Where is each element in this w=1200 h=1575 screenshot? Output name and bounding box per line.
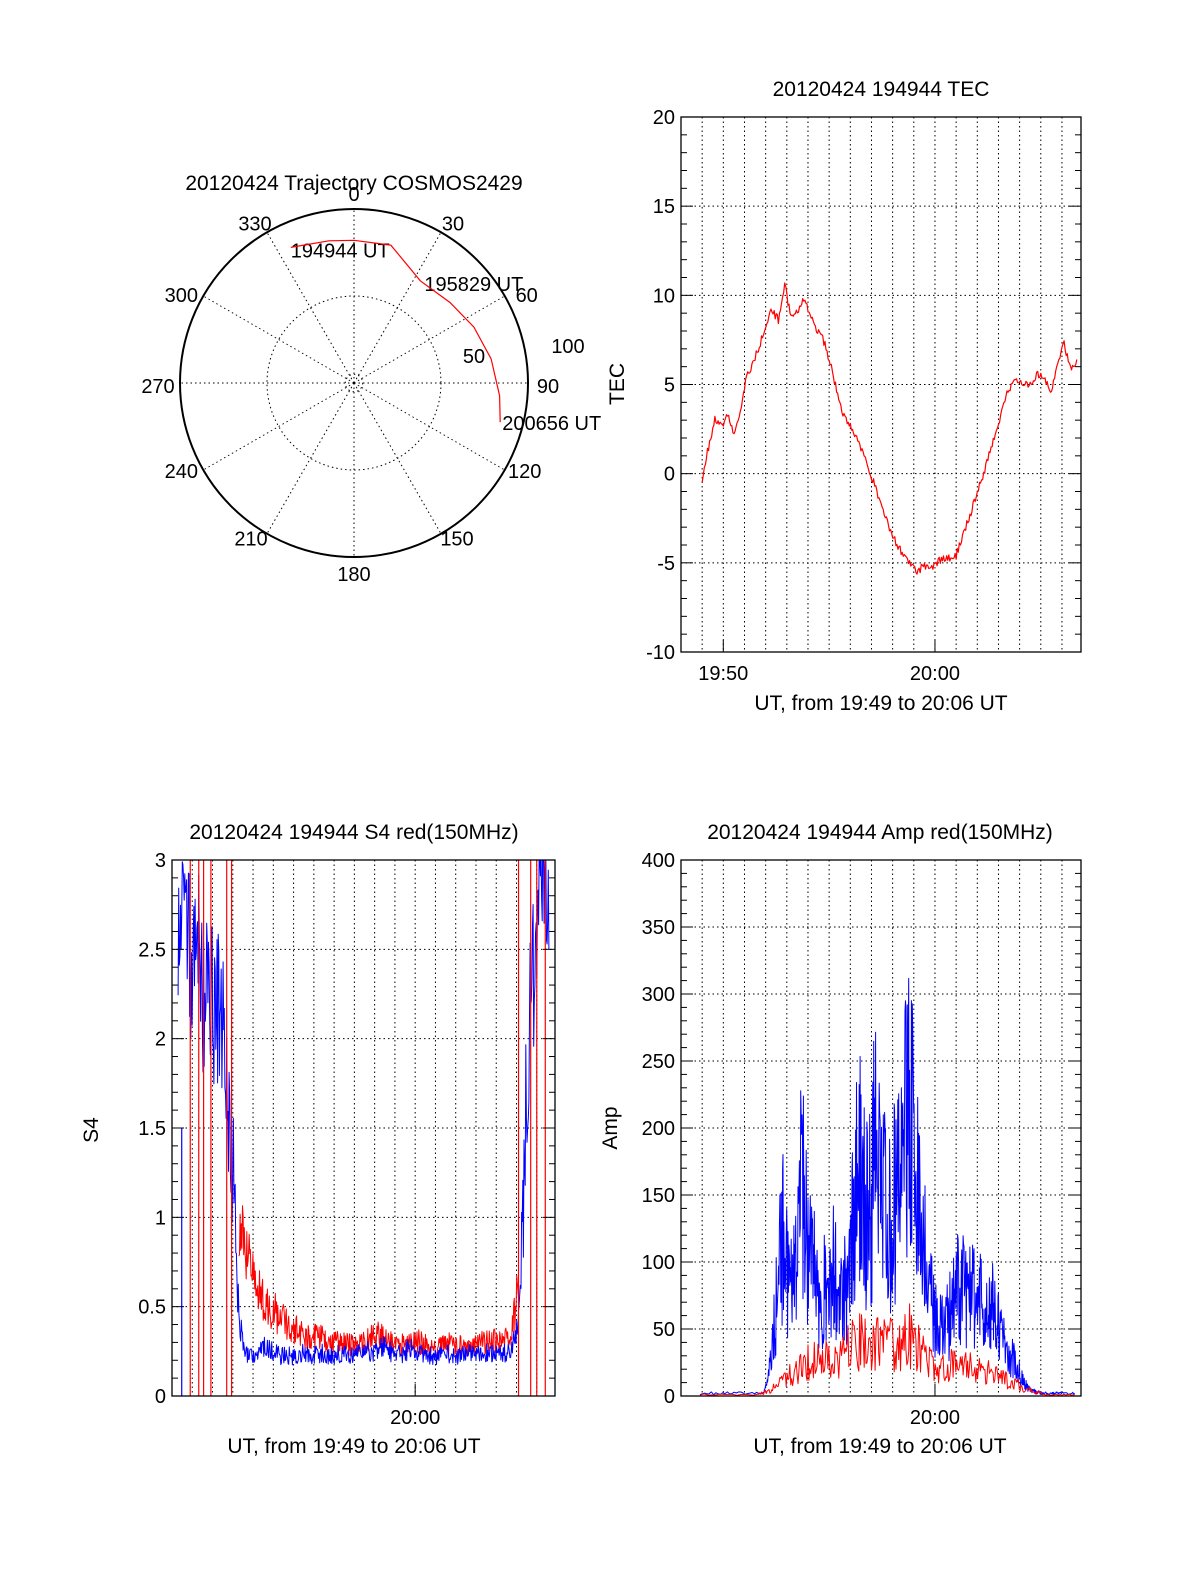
polar-azimuth-label-30: 30: [442, 213, 464, 235]
amp-ytick-label: 300: [642, 984, 675, 1006]
amp-line-chart: 20120424 194944 Amp red(150MHz) 0 50 100 15…: [599, 821, 1082, 1458]
s4-ytick-label: 2: [155, 1029, 166, 1051]
amp-ytick-label: 400: [642, 850, 675, 872]
amp-ytick-label: 150: [642, 1185, 675, 1207]
polar-azimuth-label-120: 120: [508, 461, 541, 483]
polar-spoke-60: [353, 295, 505, 384]
trajectory-point-label-0: 194944 UT: [291, 240, 390, 262]
amp-ytick-label: 350: [642, 917, 675, 939]
s4-title: 20120424 194944 S4 red(150MHz): [189, 821, 518, 844]
trajectory-point-label-2: 200656 UT: [502, 413, 601, 435]
s4-ytick-label: 0: [155, 1386, 166, 1408]
polar-outer-circle: [179, 208, 529, 558]
s4-line-chart: 20120424 194944 S4 red(150MHz) 0 0.5 1 1.5 2…: [80, 821, 556, 1458]
polar-azimuth-label-300: 300: [165, 285, 198, 307]
trajectory-polar-chart: 20120424 Trajectory COSMOS2429 0 30 60 90 12…: [141, 172, 601, 586]
s4-series-1-line: [177, 860, 550, 1366]
polar-azimuth-label-210: 210: [234, 529, 267, 551]
s4-ytick-label: 1.5: [138, 1118, 166, 1140]
amp-y-axis-label: Amp: [599, 1106, 622, 1149]
trajectory-title: 20120424 Trajectory COSMOS2429: [185, 172, 522, 195]
amp-ytick-label: 0: [664, 1386, 675, 1408]
s4-xtick-label: 20:00: [390, 1407, 440, 1429]
s4-ytick-label: 2.5: [138, 939, 166, 961]
amp-title: 20120424 194944 Amp red(150MHz): [707, 821, 1053, 844]
polar-azimuth-label-270: 270: [141, 376, 174, 398]
tec-y-axis-label: TEC: [606, 363, 629, 405]
s4-ytick-label: 0.5: [138, 1297, 166, 1319]
s4-x-axis-label: UT, from 19:49 to 20:06 UT: [227, 1435, 480, 1458]
amp-series-1-line: [699, 1303, 1075, 1396]
tec-xtick-label: 20:00: [910, 663, 960, 685]
polar-azimuth-label-150: 150: [440, 529, 473, 551]
tec-x-axis-label: UT, from 19:49 to 20:06 UT: [754, 692, 1007, 715]
tec-ytick-label: 5: [664, 375, 675, 397]
polar-azimuth-label-180: 180: [337, 564, 370, 586]
polar-spoke-330: [266, 232, 355, 384]
polar-azimuth-label-330: 330: [238, 213, 271, 235]
polar-azimuth-label-90: 90: [537, 376, 559, 398]
tec-series-0-line: [701, 282, 1078, 575]
tec-line-chart: 20120424 194944 TEC -10 -5 0 5 10 15 20 19:50 20…: [606, 78, 1082, 715]
polar-ring-label-100: 100: [551, 336, 584, 358]
polar-spoke-210: [266, 382, 355, 534]
amp-x-axis-label: UT, from 19:49 to 20:06 UT: [753, 1435, 1006, 1458]
tec-title: 20120424 194944 TEC: [773, 78, 990, 101]
trajectory-point-label-1: 195829 UT: [424, 274, 523, 296]
tec-ytick-label: 15: [653, 196, 675, 218]
amp-ytick-label: 200: [642, 1118, 675, 1140]
polar-azimuth-label-240: 240: [165, 461, 198, 483]
tec-ytick-label: 20: [653, 107, 675, 129]
amp-ytick-label: 50: [653, 1319, 675, 1341]
polar-azimuth-label-0: 0: [348, 184, 359, 206]
s4-ytick-label: 3: [155, 850, 166, 872]
tec-ytick-label: 0: [664, 464, 675, 486]
amp-series-0-line: [699, 977, 1076, 1396]
s4-series-0-line: [238, 1205, 519, 1358]
s4-ytick-label: 1: [155, 1207, 166, 1229]
polar-spoke-30: [353, 232, 442, 384]
tec-xtick-label: 19:50: [698, 663, 748, 685]
polar-spoke-120: [353, 382, 505, 471]
polar-spoke-300: [203, 295, 355, 384]
amp-ytick-label: 100: [642, 1252, 675, 1274]
trajectory-line: [290, 239, 501, 423]
tec-ytick-label: -10: [646, 642, 675, 664]
s4-y-axis-label: S4: [80, 1117, 103, 1143]
amp-ytick-label: 250: [642, 1051, 675, 1073]
tec-ytick-label: -5: [657, 553, 675, 575]
polar-spoke-240: [203, 382, 355, 471]
polar-spoke-150: [353, 382, 442, 534]
polar-ring-label-50: 50: [463, 346, 485, 368]
amp-xtick-label: 20:00: [910, 1407, 960, 1429]
polar-azimuth-label-60: 60: [516, 285, 538, 307]
polar-ring-1: [344, 373, 364, 393]
tec-ytick-label: 10: [653, 285, 675, 307]
